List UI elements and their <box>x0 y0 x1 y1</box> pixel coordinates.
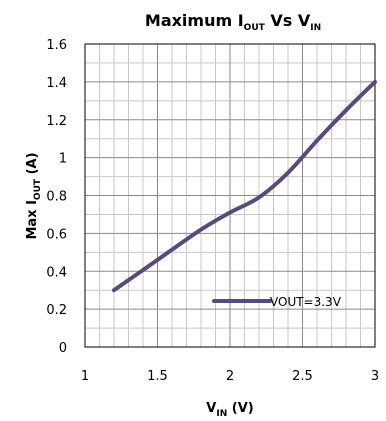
x-tick-label: 1 <box>81 369 89 384</box>
x-tick-label: 1.5 <box>147 369 168 384</box>
x-tick-label: 2 <box>226 369 234 384</box>
x-axis-label: VIN (V) <box>206 401 253 419</box>
y-axis-label: Max IOUT (A) <box>25 152 43 239</box>
y-axis-ticks: 0 0.2 0.4 0.6 0.8 1 1.2 1.4 1.6 <box>46 38 67 356</box>
y-tick-label: 0.6 <box>46 227 67 242</box>
x-tick-label: 2.5 <box>292 369 313 384</box>
legend: VOUT=3.3V <box>212 295 342 309</box>
y-tick-label: 0 <box>59 341 67 356</box>
y-tick-label: 0.2 <box>46 303 67 318</box>
y-tick-label: 1 <box>59 152 67 167</box>
y-tick-label: 0.4 <box>46 265 67 280</box>
y-tick-label: 1.4 <box>46 76 67 91</box>
series-line <box>112 79 377 293</box>
legend-label: VOUT=3.3V <box>270 295 342 309</box>
y-tick-label: 1.6 <box>46 38 67 53</box>
chart-title: Maximum IOUT Vs VIN <box>145 11 321 33</box>
x-tick-label: 3 <box>371 369 379 384</box>
x-axis-ticks: 1 1.5 2 2.5 3 <box>81 369 379 384</box>
y-tick-label: 1.2 <box>46 114 67 129</box>
plot-area-frame <box>84 43 376 348</box>
y-tick-label: 0.8 <box>46 190 67 205</box>
series-group <box>112 79 377 293</box>
